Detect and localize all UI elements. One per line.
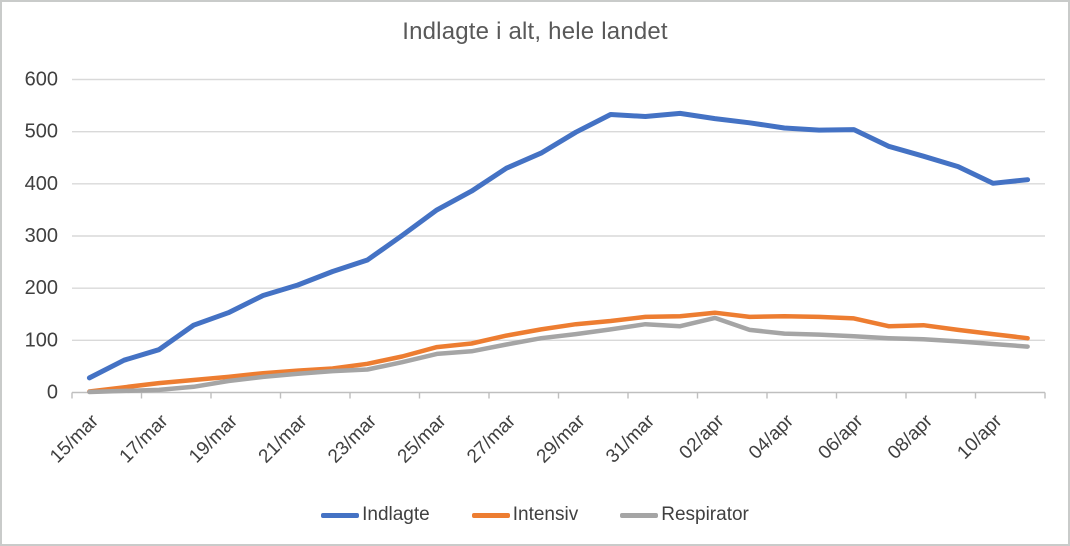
x-axis-tick-label: 15/mar — [46, 410, 103, 467]
x-axis-tick-label: 04/apr — [745, 410, 798, 463]
legend-item-respirator: Respirator — [620, 504, 749, 526]
series-line-respirator — [87, 315, 1030, 395]
x-axis-tick-label: 21/mar — [255, 410, 312, 467]
x-axis-tick-label: 19/mar — [185, 410, 242, 467]
x-axis-tick-label: 06/apr — [814, 410, 867, 463]
legend-item-intensiv: Intensiv — [471, 504, 579, 526]
x-axis-tick-label: 25/mar — [394, 410, 451, 467]
y-axis-tick-label: 0 — [47, 382, 58, 404]
intensiv-line-swatch — [471, 512, 510, 518]
x-axis-tick-label: 08/apr — [884, 410, 937, 463]
x-axis-tick-label: 02/apr — [675, 410, 728, 463]
indlagte-line-swatch — [321, 512, 360, 518]
y-axis-tick-label: 500 — [25, 121, 58, 143]
chart-legend: Indlagte Intensiv Respirator — [2, 504, 1068, 526]
legend-item-indlagte: Indlagte — [321, 504, 430, 526]
x-axis-tick-label: 23/mar — [324, 410, 381, 467]
series-line-intensiv — [87, 310, 1030, 394]
x-axis-tick-label: 29/mar — [533, 410, 590, 467]
y-axis-tick-label: 200 — [25, 277, 58, 299]
x-axis-tick-label: 10/apr — [953, 410, 1006, 463]
legend-label-respirator: Respirator — [661, 504, 749, 525]
series-line-indlagte — [86, 110, 1031, 381]
y-axis-tick-label: 600 — [25, 69, 58, 91]
y-axis-tick-label: 100 — [25, 329, 58, 351]
x-axis-tick-label: 17/mar — [116, 410, 173, 467]
y-axis-tick-label: 400 — [25, 173, 58, 195]
legend-label-intensiv: Intensiv — [512, 504, 579, 525]
y-axis-tick-label: 300 — [25, 225, 58, 247]
x-axis-tick-label: 31/mar — [602, 410, 659, 467]
chart-title: Indlagte i alt, hele landet — [402, 18, 668, 45]
x-axis-tick-label: 27/mar — [463, 410, 520, 467]
respirator-line-swatch — [620, 512, 659, 518]
legend-label-indlagte: Indlagte — [362, 504, 430, 525]
